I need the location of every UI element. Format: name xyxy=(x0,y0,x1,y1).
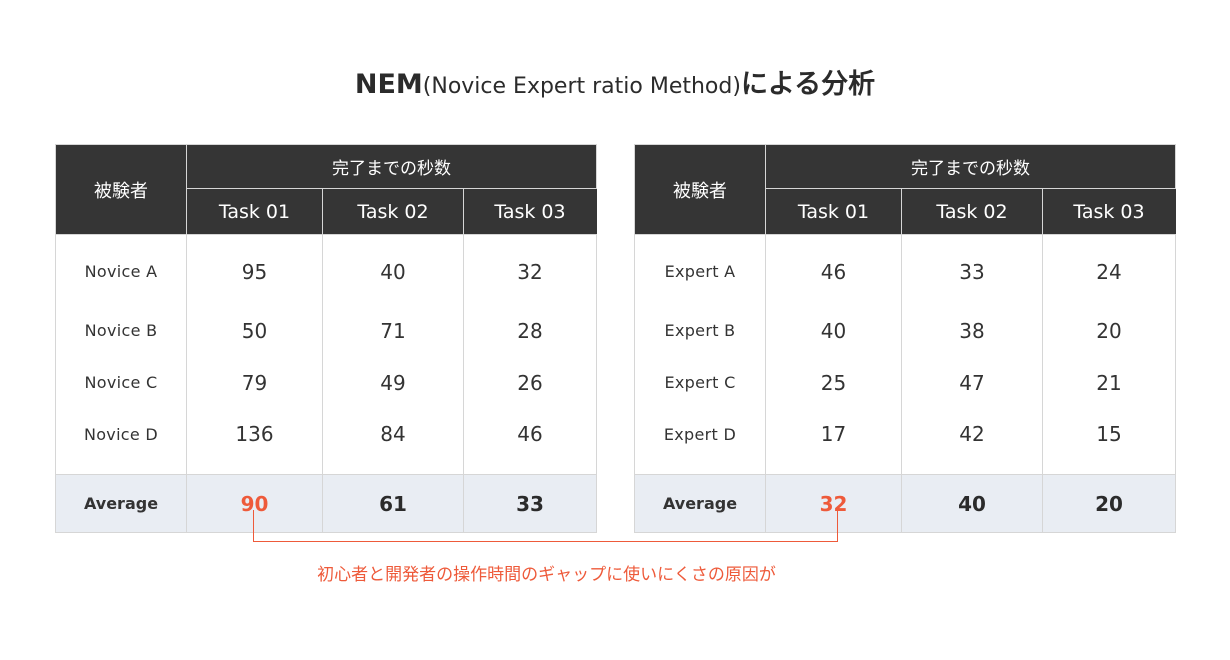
cell-value: 33 xyxy=(901,234,1043,305)
table-row: Expert C 25 47 21 xyxy=(634,356,1176,409)
task-header: Task 03 xyxy=(463,188,597,235)
cell-value: 40 xyxy=(765,304,902,357)
cell-value: 46 xyxy=(765,234,902,305)
cell-value: 38 xyxy=(901,304,1043,357)
row-label: Expert C xyxy=(634,356,766,409)
cell-value: 28 xyxy=(463,304,597,357)
average-row: Average 90 61 33 xyxy=(55,474,597,533)
cell-value: 24 xyxy=(1042,234,1176,305)
group-header: 完了までの秒数 xyxy=(765,144,1176,189)
annotation-note: 初心者と開発者の操作時間のギャップに使いにくさの原因が xyxy=(317,565,776,585)
average-row: Average 32 40 20 xyxy=(634,474,1176,533)
cell-value: 79 xyxy=(186,356,323,409)
cell-value: 25 xyxy=(765,356,902,409)
table-row: Expert D 17 42 15 xyxy=(634,408,1176,475)
novice-table: 被験者 完了までの秒数 Task 01 Task 02 Task 03 Novi… xyxy=(55,144,597,533)
cell-value: 71 xyxy=(322,304,464,357)
cell-value: 20 xyxy=(1042,304,1176,357)
cell-value: 49 xyxy=(322,356,464,409)
table-row: Expert A 46 33 24 xyxy=(634,234,1176,305)
expert-table: 被験者 完了までの秒数 Task 01 Task 02 Task 03 Expe… xyxy=(634,144,1176,533)
subject-header: 被験者 xyxy=(634,144,766,235)
page-title: NEM(Novice Expert ratio Method)による分析 xyxy=(0,62,1230,101)
table-row: Novice D 136 84 46 xyxy=(55,408,597,475)
row-label: Expert B xyxy=(634,304,766,357)
comparison-bracket xyxy=(253,510,838,542)
cell-value: 15 xyxy=(1042,408,1176,475)
cell-value: 17 xyxy=(765,408,902,475)
table-row: Novice C 79 49 26 xyxy=(55,356,597,409)
average-label: Average xyxy=(634,474,766,533)
task-header: Task 02 xyxy=(901,188,1043,235)
row-label: Novice D xyxy=(55,408,187,475)
row-label: Expert D xyxy=(634,408,766,475)
cell-value: 84 xyxy=(322,408,464,475)
cell-value: 136 xyxy=(186,408,323,475)
average-value: 33 xyxy=(463,474,597,533)
cell-value: 47 xyxy=(901,356,1043,409)
average-value-highlight: 32 xyxy=(765,474,902,533)
table-row: Novice B 50 71 28 xyxy=(55,304,597,357)
cell-value: 95 xyxy=(186,234,323,305)
cell-value: 40 xyxy=(322,234,464,305)
cell-value: 46 xyxy=(463,408,597,475)
average-label: Average xyxy=(55,474,187,533)
table-row: Novice A 95 40 32 xyxy=(55,234,597,305)
title-sub: (Novice Expert ratio Method) xyxy=(422,74,741,99)
task-header: Task 03 xyxy=(1042,188,1176,235)
row-label: Expert A xyxy=(634,234,766,305)
table-row: Expert B 40 38 20 xyxy=(634,304,1176,357)
row-label: Novice B xyxy=(55,304,187,357)
title-suffix: による分析 xyxy=(740,69,876,100)
task-header: Task 01 xyxy=(186,188,323,235)
subject-header: 被験者 xyxy=(55,144,187,235)
cell-value: 21 xyxy=(1042,356,1176,409)
cell-value: 32 xyxy=(463,234,597,305)
row-label: Novice C xyxy=(55,356,187,409)
average-value: 40 xyxy=(901,474,1043,533)
task-header: Task 02 xyxy=(322,188,464,235)
row-label: Novice A xyxy=(55,234,187,305)
task-header: Task 01 xyxy=(765,188,902,235)
cell-value: 50 xyxy=(186,304,323,357)
cell-value: 26 xyxy=(463,356,597,409)
average-value: 20 xyxy=(1042,474,1176,533)
title-main: NEM xyxy=(354,69,423,100)
group-header: 完了までの秒数 xyxy=(186,144,597,189)
cell-value: 42 xyxy=(901,408,1043,475)
